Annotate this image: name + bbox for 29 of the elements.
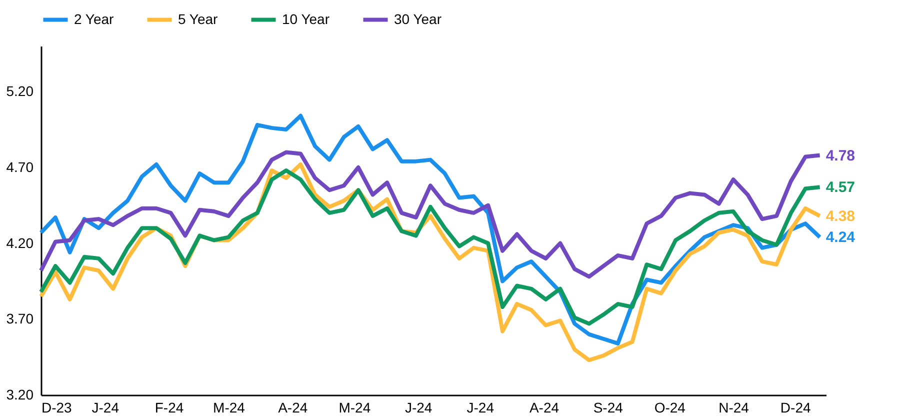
data-label: 4.78: [826, 147, 856, 164]
data-label: 4.38: [826, 208, 856, 225]
legend-label: 2 Year: [74, 10, 114, 27]
x-tick-label: D-23: [42, 400, 72, 416]
x-tick-label: N-24: [718, 400, 750, 416]
x-tick-label: S-24: [593, 400, 624, 416]
x-tick-label: A-24: [278, 400, 308, 416]
line-series: [39, 150, 822, 279]
x-tick-label: D-24: [780, 400, 811, 416]
x-tick-label: O-24: [654, 400, 686, 416]
y-tick-label: 3.20: [6, 386, 34, 402]
data-label: 4.24: [826, 229, 856, 246]
line-series: [39, 114, 822, 346]
x-tick-label: A-24: [529, 400, 560, 416]
y-tick-label: 4.70: [6, 158, 34, 175]
y-tick-label: 4.20: [6, 234, 34, 251]
x-tick-label: M-24: [213, 400, 246, 416]
line-series: [39, 168, 822, 326]
x-tick-label: F-24: [154, 400, 184, 416]
x-tick-label: J-24: [92, 400, 120, 416]
data-label: 4.57: [826, 179, 856, 196]
x-tick-label: M-24: [338, 400, 371, 416]
legend-label: 5 Year: [178, 10, 218, 27]
x-tick-label: J-24: [466, 400, 494, 416]
y-tick-label: 5.20: [6, 83, 34, 100]
legend-label: 10 Year: [282, 10, 330, 27]
x-tick-label: J-24: [404, 400, 432, 416]
legend-label: 30 Year: [394, 10, 442, 27]
y-tick-label: 3.70: [6, 310, 34, 327]
